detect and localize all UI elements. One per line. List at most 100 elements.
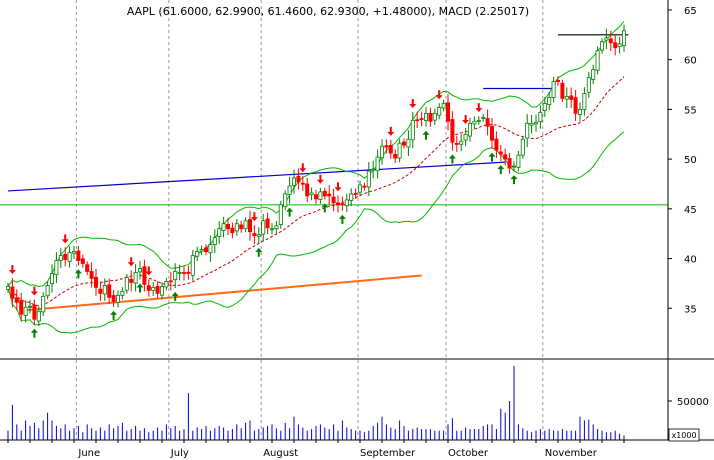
candle-body-23: [107, 284, 112, 298]
candle-body-111: [494, 138, 499, 151]
up-arrow-7: [136, 283, 144, 293]
candle-body-82: [366, 170, 371, 188]
candle-body-39: [177, 272, 182, 274]
trendline-1: [25, 274, 422, 312]
candle-body-40: [181, 272, 186, 274]
down-arrow-16: [334, 182, 342, 192]
candle-body-35: [159, 285, 164, 296]
candle-body-31: [142, 266, 147, 285]
candle-body-120: [534, 121, 539, 125]
candle-body-36: [164, 281, 169, 288]
candle-body-71: [318, 191, 323, 200]
candle-body-12: [58, 255, 63, 261]
candle-body-42: [190, 255, 195, 276]
upper-band: [7, 21, 625, 288]
candle-body-117: [520, 138, 525, 156]
up-arrow-4: [74, 269, 82, 279]
candle-body-34: [155, 285, 160, 294]
candle-body-70: [313, 194, 318, 200]
candle-body-108: [481, 116, 486, 119]
candle-body-121: [538, 111, 543, 123]
candle-body-88: [393, 153, 398, 159]
up-arrow-9: [171, 291, 179, 301]
candle-body-41: [186, 271, 191, 274]
candle-body-114: [507, 158, 512, 169]
down-arrow-19: [409, 98, 417, 108]
candle-body-26: [120, 290, 125, 296]
down-arrow-0: [8, 264, 16, 274]
candle-body-6: [32, 304, 37, 320]
candle-body-10: [50, 273, 55, 285]
candle-body-96: [428, 112, 433, 122]
candle-body-11: [54, 260, 59, 276]
candle-body-115: [512, 165, 517, 168]
candle-body-95: [423, 112, 428, 121]
candle-body-119: [529, 122, 534, 126]
candle-body-33: [151, 286, 156, 291]
candle-body-81: [362, 185, 367, 188]
candle-body-135: [600, 41, 605, 51]
candle-body-122: [542, 103, 547, 111]
candle-body-110: [489, 125, 494, 141]
candle-body-134: [595, 50, 600, 71]
candle-body-8: [41, 295, 46, 313]
candle-body-60: [269, 228, 274, 231]
candle-body-124: [551, 81, 556, 98]
up-arrow-11: [255, 247, 263, 257]
candle-body-63: [283, 193, 288, 208]
candle-body-9: [45, 285, 50, 297]
candle-body-68: [305, 183, 310, 197]
candle-body-113: [503, 154, 508, 160]
candle-body-22: [102, 285, 107, 295]
candle-body-98: [437, 107, 442, 116]
candle-body-20: [94, 276, 99, 288]
price-tick-label-4: 55: [684, 105, 697, 116]
candle-body-21: [98, 288, 103, 294]
candle-body-53: [239, 224, 244, 230]
month-label-2: August: [263, 448, 298, 459]
candle-body-44: [199, 249, 204, 252]
candle-body-85: [379, 145, 384, 159]
candle-body-69: [309, 192, 314, 196]
candle-body-131: [582, 93, 587, 110]
up-arrow-22: [448, 154, 456, 164]
month-label-1: July: [170, 448, 189, 459]
down-arrow-24: [475, 103, 483, 113]
candle-body-127: [564, 96, 569, 100]
candle-body-126: [560, 82, 565, 99]
candle-body-87: [388, 144, 393, 154]
volume-tick-label-0: 50000: [677, 397, 709, 408]
candle-body-5: [27, 305, 32, 308]
candle-body-65: [291, 177, 296, 186]
lower-band: [7, 131, 625, 334]
down-arrow-3: [61, 234, 69, 244]
up-arrow-26: [497, 165, 505, 175]
candle-body-66: [296, 175, 301, 183]
candle-body-93: [415, 119, 420, 122]
down-arrow-8: [145, 266, 153, 276]
volume-bars: [7, 365, 625, 440]
trendline-0: [7, 161, 506, 192]
candle-body-130: [578, 108, 583, 115]
candle-body-4: [23, 306, 28, 316]
down-arrow-14: [316, 174, 324, 184]
candle-body-0: [6, 285, 11, 290]
candle-body-91: [406, 138, 411, 148]
candle-body-17: [80, 258, 85, 264]
candle-body-74: [331, 196, 336, 204]
candle-body-7: [36, 310, 41, 322]
candle-body-43: [195, 251, 200, 257]
candle-body-1: [10, 286, 15, 299]
candle-body-28: [129, 278, 134, 283]
signal-arrows: [8, 90, 518, 338]
candle-body-3: [19, 300, 24, 315]
candle-body-137: [608, 38, 613, 44]
moving-average: [7, 76, 625, 307]
candle-body-80: [357, 184, 362, 193]
up-arrow-12: [286, 207, 294, 217]
candle-body-102: [454, 142, 459, 145]
candle-body-32: [146, 285, 151, 291]
month-label-3: September: [360, 448, 416, 459]
down-arrow-10: [250, 212, 258, 222]
